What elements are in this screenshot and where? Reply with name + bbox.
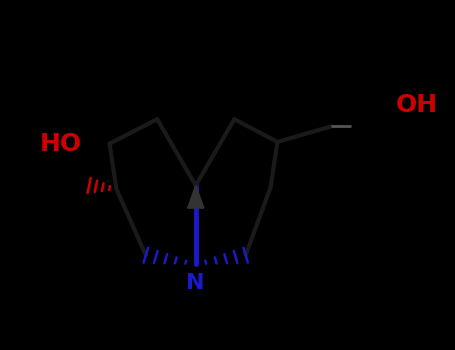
Polygon shape <box>187 186 204 208</box>
Text: OH: OH <box>395 93 437 117</box>
Text: N: N <box>187 273 205 293</box>
Text: HO: HO <box>39 132 81 156</box>
